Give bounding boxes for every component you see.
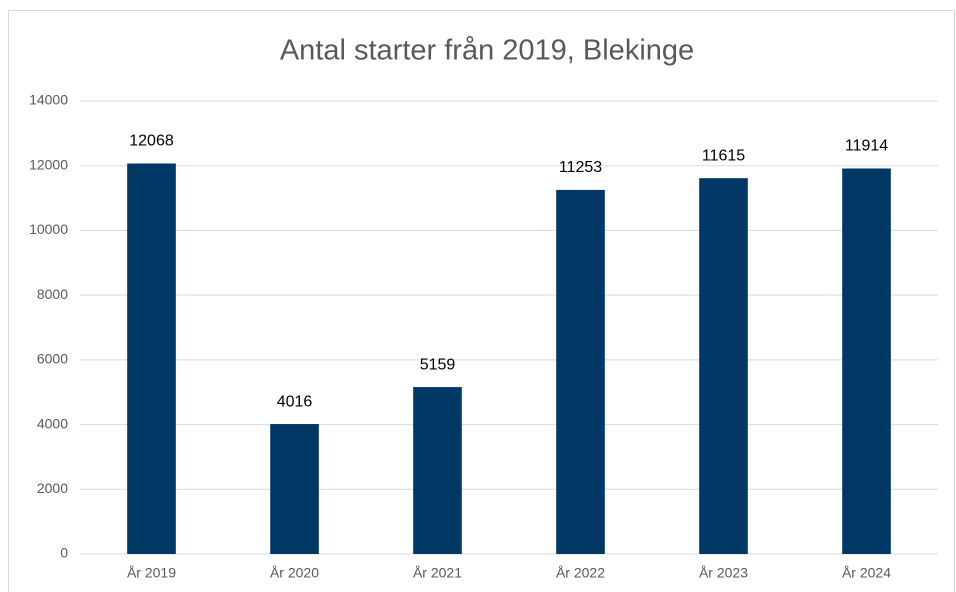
y-tick-label: 0	[60, 545, 68, 561]
y-tick-label: 12000	[29, 156, 68, 172]
bar	[127, 163, 176, 554]
y-tick-label: 8000	[37, 286, 68, 302]
bar	[556, 189, 605, 554]
y-tick-label: 14000	[29, 92, 68, 108]
y-tick-label: 4000	[37, 415, 68, 431]
x-tick-label: År 2020	[270, 565, 319, 581]
x-tick-label: År 2021	[413, 565, 462, 581]
bar	[413, 387, 462, 554]
x-tick-label: År 2023	[699, 565, 748, 581]
data-label: 11615	[702, 147, 745, 164]
data-label: 4016	[277, 393, 313, 410]
chart-title: Antal starter från 2019, Blekinge	[280, 35, 694, 67]
data-label: 11914	[845, 138, 888, 155]
y-tick-label: 2000	[37, 480, 68, 496]
data-label: 12068	[129, 133, 174, 150]
y-tick-label: 6000	[37, 351, 68, 367]
x-tick-label: År 2024	[842, 565, 891, 581]
x-tick-label: År 2019	[127, 565, 176, 581]
x-tick-label: År 2022	[556, 565, 605, 581]
data-label: 5159	[420, 356, 456, 373]
data-label: 11253	[559, 159, 602, 176]
bar	[842, 168, 891, 554]
bar	[699, 178, 748, 554]
y-tick-label: 10000	[29, 221, 68, 237]
bar	[270, 424, 319, 554]
